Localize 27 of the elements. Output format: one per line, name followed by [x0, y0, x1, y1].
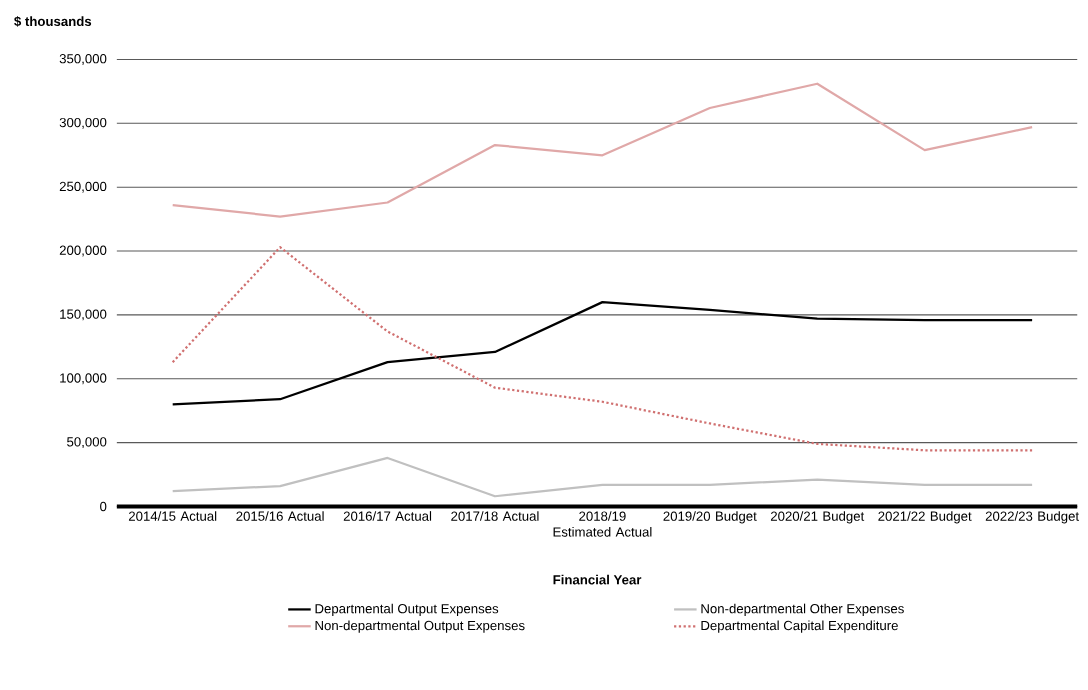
- x-tick-label: 2017/18 Actual: [451, 511, 539, 521]
- x-axis-title: Financial Year: [553, 574, 642, 585]
- x-tick-label: 2022/23 Budget: [985, 511, 1079, 524]
- x-tick-label: 2019/20 Budget: [663, 511, 757, 524]
- x-tick-label: 2016/17 Actual: [343, 511, 432, 521]
- legend-label: Departmental Capital Expenditure: [701, 620, 898, 633]
- x-tick-label: 2020/21 Budget: [770, 511, 865, 524]
- y-tick-label: 150,000: [60, 309, 107, 321]
- line-series: [171, 246, 1034, 452]
- x-tick-label: 2018/19 Estimated Actual: [553, 511, 652, 537]
- line-series: [171, 456, 1034, 498]
- x-tick-label: 2021/22 Budget: [878, 511, 972, 524]
- x-tick-label: 2014/15 Actual: [128, 511, 217, 521]
- y-tick-label: 50,000: [67, 437, 107, 449]
- legend-label: Non-departmental Other Expenses: [701, 603, 904, 616]
- y-axis-title: $ thousands: [14, 16, 92, 27]
- y-tick-label: 300,000: [59, 117, 107, 129]
- legend-label: Non-departmental Output Expenses: [315, 620, 525, 633]
- y-tick-label: 100,000: [60, 373, 107, 385]
- y-tick-label: 350,000: [59, 53, 107, 65]
- line-series: [171, 300, 1034, 406]
- line-series: [171, 82, 1034, 218]
- legend-label: Departmental Output Expenses: [315, 603, 499, 616]
- x-tick-label: 2015/16 Actual: [236, 511, 324, 521]
- y-tick-label: 200,000: [59, 245, 107, 257]
- y-tick-label: 250,000: [59, 181, 107, 193]
- y-tick-label: 0: [100, 501, 107, 512]
